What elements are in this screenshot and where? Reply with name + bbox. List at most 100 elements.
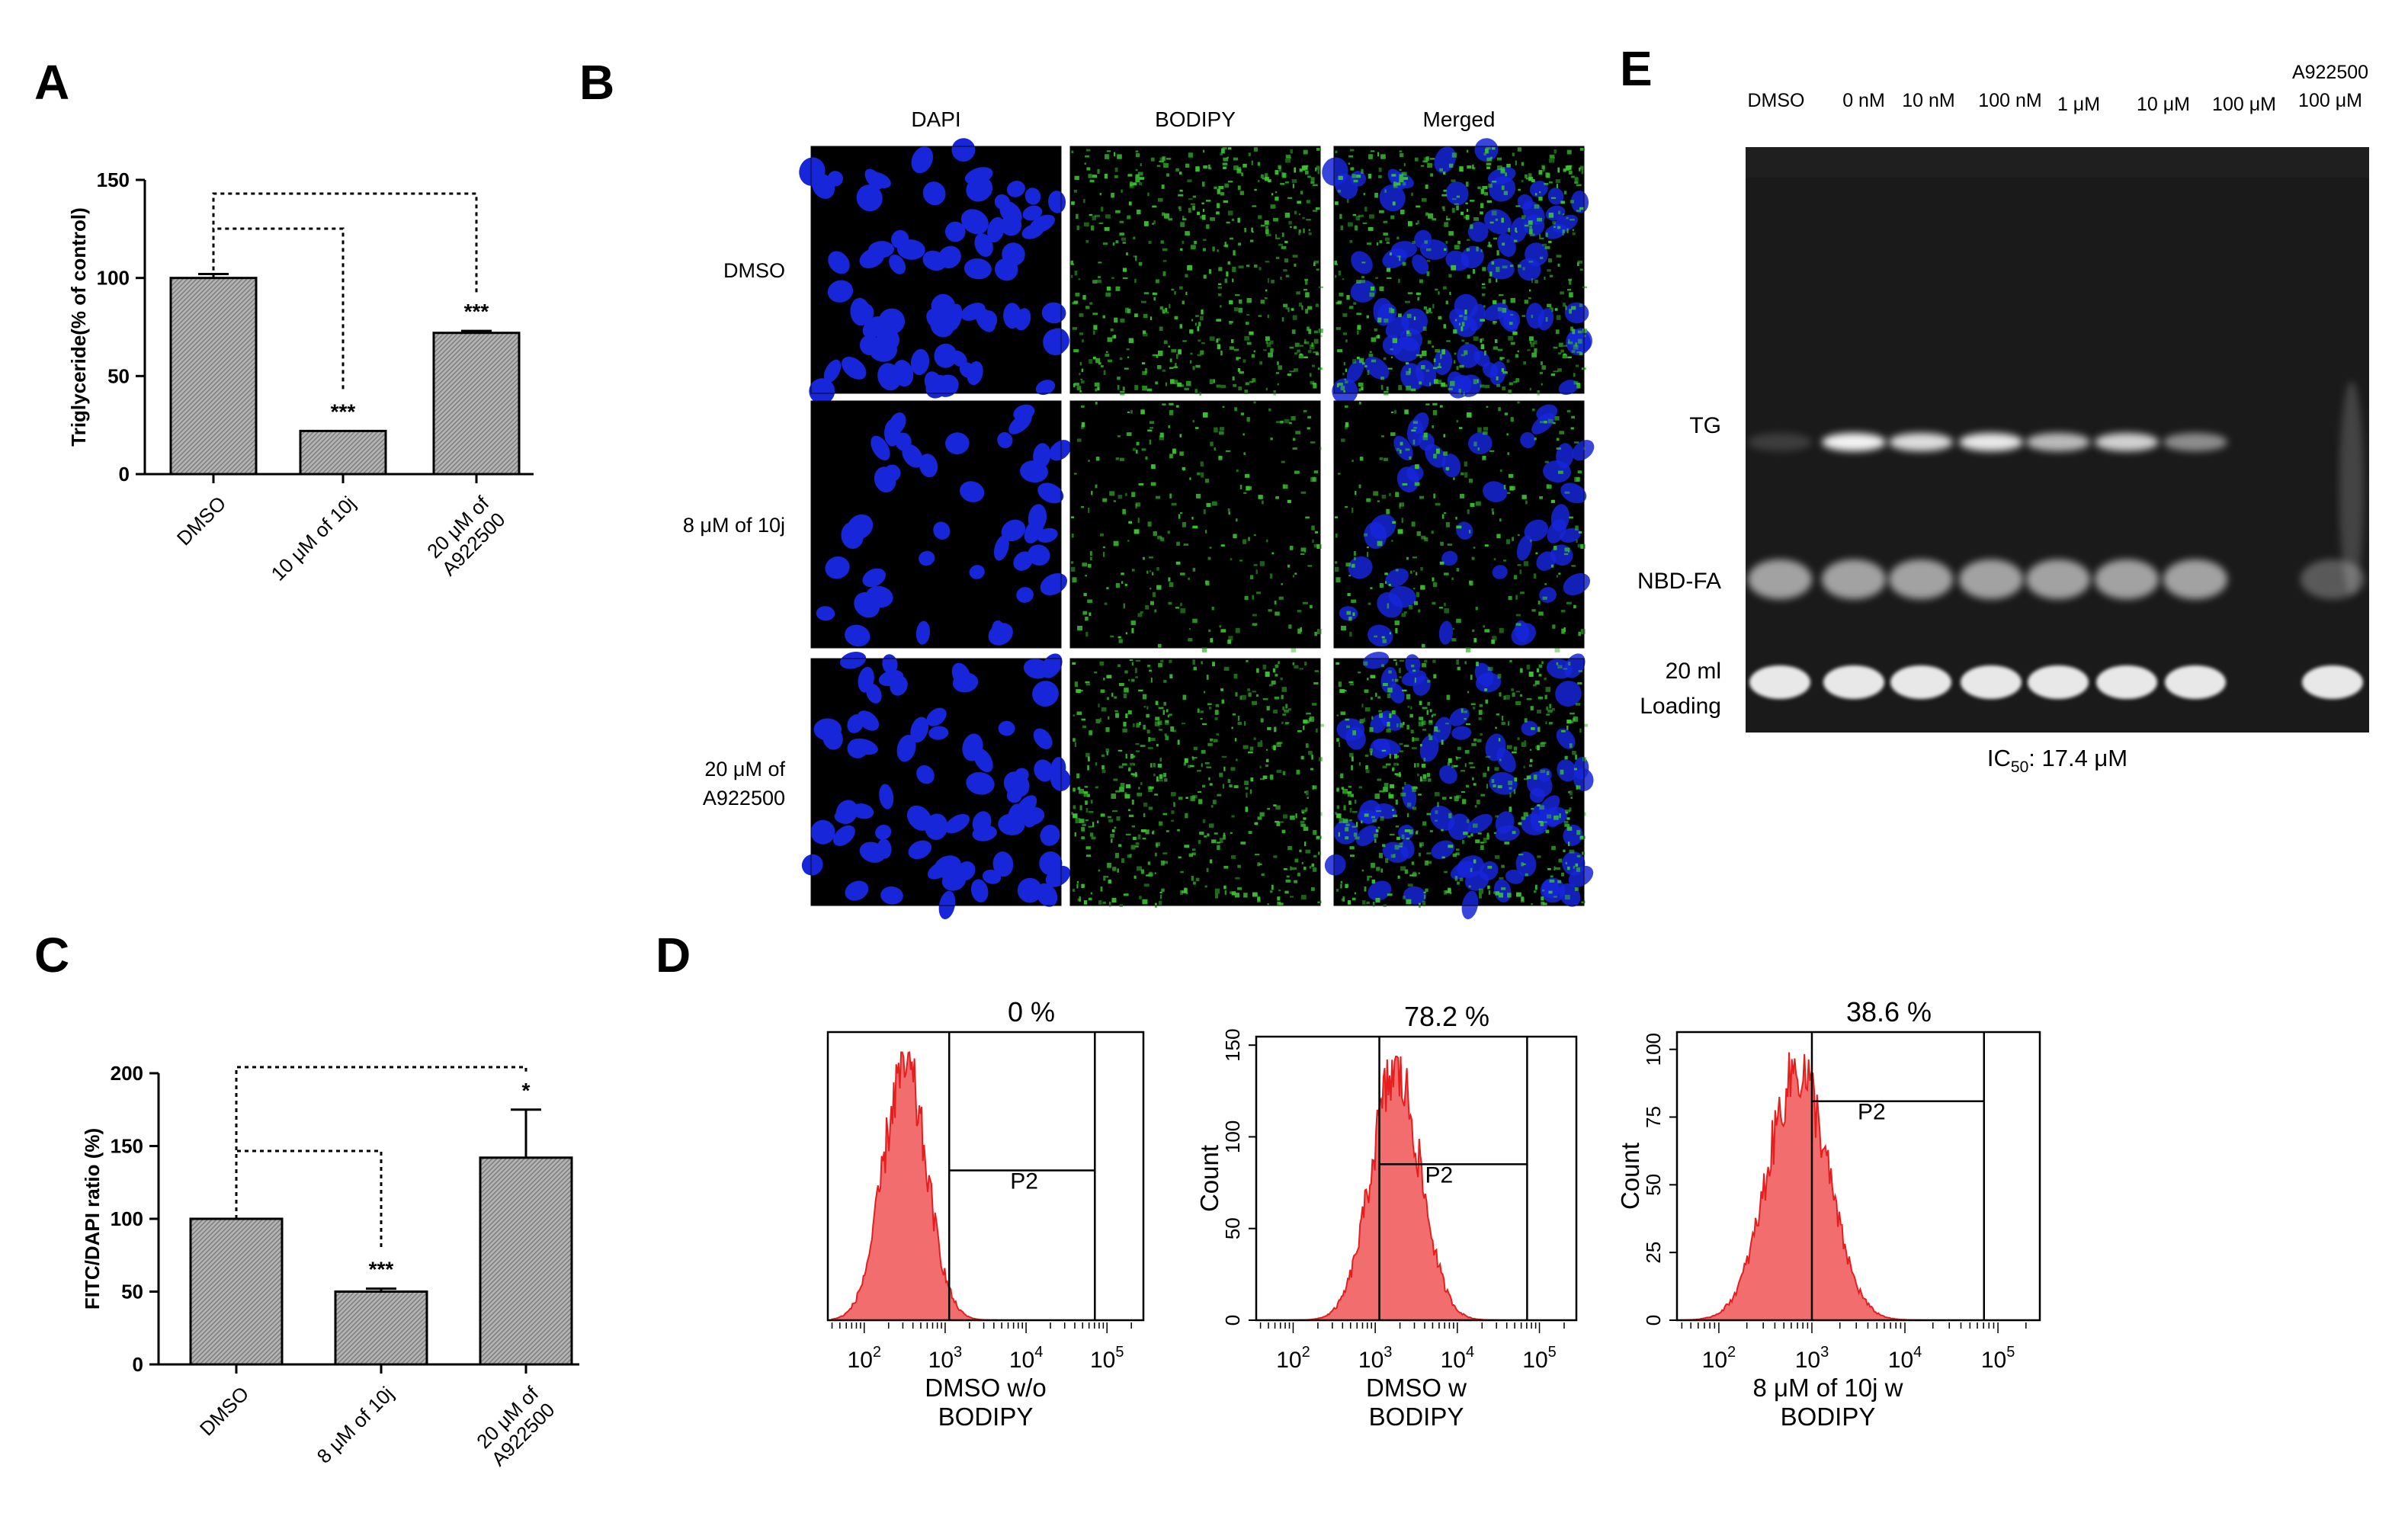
panel-b-nucleus — [1520, 431, 1536, 449]
panel-e-tlc-gel: DMSO 0 nM 10 nM 100 nM 1 μM 10 μM 100 μMA92250… — [1637, 62, 2369, 776]
panel-b-lipid-droplet — [1106, 286, 1111, 291]
panel-b-lipid-droplet — [1383, 787, 1388, 792]
panel-b-image-bodipy — [1069, 400, 1322, 652]
panel-b-lipid-droplet — [1444, 870, 1448, 874]
panel-b-lipid-droplet — [1073, 787, 1076, 792]
panel-b-nucleus — [998, 813, 1025, 835]
panel-b-lipid-droplet — [1118, 844, 1122, 848]
panel-b-lipid-droplet — [1297, 200, 1301, 204]
panel-b-lipid-droplet — [1294, 470, 1300, 474]
panel-b-lipid-droplet — [1480, 319, 1486, 322]
panel-b-lipid-droplet — [1482, 267, 1486, 271]
panel-b-lipid-droplet — [1568, 662, 1571, 666]
panel-b-lipid-droplet — [1165, 307, 1168, 313]
panel-b-lipid-droplet — [1142, 556, 1146, 560]
panel-b-nucleus — [910, 717, 929, 743]
panel-b-lipid-droplet — [1150, 763, 1153, 768]
panel-b-lipid-droplet — [1269, 573, 1273, 579]
panel-b-lipid-droplet — [1470, 833, 1473, 837]
panel-b-lipid-droplet — [1348, 155, 1354, 158]
panel-b-nucleus — [1368, 880, 1392, 901]
panel-b-lipid-droplet — [1311, 525, 1315, 531]
panel-b-lipid-droplet — [1291, 867, 1297, 870]
panel-b-lipid-droplet — [1111, 897, 1117, 903]
panel-b-lipid-droplet — [1248, 537, 1251, 541]
panel-b-lipid-droplet — [1292, 447, 1297, 450]
panel-b-lipid-droplet — [1418, 721, 1424, 726]
panel-b-lipid-droplet — [1088, 460, 1090, 462]
panel-b-lipid-droplet — [1111, 335, 1115, 338]
panel-b-lipid-droplet — [1110, 635, 1114, 638]
panel-b-lipid-droplet — [1192, 195, 1197, 198]
panel-b-lipid-droplet — [1384, 189, 1387, 193]
panel-b-lipid-droplet — [1080, 378, 1083, 380]
panel-b-lipid-droplet — [1296, 291, 1300, 295]
panel-b-lipid-droplet — [1229, 346, 1234, 350]
panel-b-lipid-droplet — [1334, 561, 1338, 564]
panel-b-lipid-droplet — [1092, 356, 1096, 360]
panel-b-lipid-droplet — [1198, 322, 1201, 327]
panel-b-lipid-droplet — [1544, 245, 1550, 249]
panel-b-row-label: DMSO — [723, 259, 785, 282]
panel-b-lipid-droplet — [1309, 345, 1315, 350]
panel-b-lipid-droplet — [1072, 889, 1076, 892]
panel-b-lipid-droplet — [1398, 278, 1400, 284]
panel-b-lipid-droplet — [1508, 473, 1514, 478]
panel-b-nucleus — [938, 890, 956, 920]
panel-b-lipid-droplet — [1302, 601, 1308, 604]
panel-b-lipid-droplet — [1271, 884, 1274, 890]
panel-b-lipid-droplet — [1451, 577, 1454, 580]
panel-b-lipid-droplet — [1162, 248, 1168, 252]
panel-b-lipid-droplet — [1101, 207, 1104, 212]
panel-b-lipid-droplet — [1244, 227, 1247, 232]
panel-b-lipid-droplet — [1481, 287, 1486, 289]
panel-b-lipid-droplet — [1379, 713, 1383, 718]
panel-b-lipid-droplet — [1313, 681, 1319, 685]
panel-b-lipid-droplet — [1467, 165, 1472, 169]
panel-b-lipid-droplet — [1248, 692, 1252, 697]
panel-b-lipid-droplet — [1573, 865, 1576, 869]
panel-b-lipid-droplet — [1112, 810, 1118, 813]
panel-b-lipid-droplet — [1473, 441, 1477, 447]
panel-b-lipid-droplet — [1404, 829, 1410, 832]
panel-b-nucleus — [1392, 337, 1421, 362]
panel-b-lipid-droplet — [1094, 382, 1100, 387]
panel-b-lipid-droplet — [1501, 217, 1504, 223]
panel-b-lipid-droplet — [1411, 521, 1416, 527]
panel-b-lipid-droplet — [1190, 765, 1194, 768]
panel-b-lipid-droplet — [1095, 214, 1100, 217]
panel-b-lipid-droplet — [1573, 373, 1576, 377]
panel-b-lipid-droplet — [1509, 659, 1512, 662]
panel-b-lipid-droplet — [1515, 691, 1521, 693]
panel-b-lipid-droplet — [1307, 350, 1312, 353]
panel-b-lipid-droplet — [1102, 498, 1108, 502]
panel-b-lipid-droplet — [1175, 607, 1179, 609]
panel-b-lipid-droplet — [1531, 179, 1535, 183]
panel-b-nucleus — [859, 248, 885, 268]
panel-b-lipid-droplet — [1130, 409, 1133, 414]
panel-b-lipid-droplet — [1488, 242, 1491, 247]
panel-b-lipid-droplet — [1544, 183, 1549, 185]
panel-b-lipid-droplet — [1399, 742, 1403, 745]
panel-b-nucleus — [994, 194, 1011, 210]
panel-b-lipid-droplet — [1077, 898, 1081, 902]
panel-b-lipid-droplet — [1454, 245, 1460, 250]
panel-b-lipid-droplet — [1372, 902, 1375, 907]
panel-b-lipid-droplet — [1309, 865, 1312, 869]
panel-b-lipid-droplet — [1157, 197, 1163, 202]
panel-b-lipid-droplet — [1217, 249, 1219, 252]
panel-b-lipid-droplet — [1502, 307, 1507, 313]
panel-b-lipid-droplet — [1100, 813, 1105, 817]
panel-b-lipid-droplet — [1119, 457, 1124, 461]
panel-b-lipid-droplet — [1564, 894, 1570, 900]
panel-b-lipid-droplet — [1132, 182, 1137, 186]
panel-b-lipid-droplet — [1464, 461, 1467, 467]
panel-b-lipid-droplet — [1466, 149, 1469, 153]
panel-b-lipid-droplet — [1091, 491, 1093, 495]
panel-b-lipid-droplet — [1374, 635, 1378, 638]
panel-b-lipid-droplet — [1217, 793, 1222, 797]
panel-b-nucleus — [944, 221, 966, 242]
panel-a-x-tick-label: 10 μM of 10j — [266, 492, 360, 585]
panel-b-lipid-droplet — [1169, 367, 1174, 370]
panel-b-lipid-droplet — [1539, 421, 1544, 424]
